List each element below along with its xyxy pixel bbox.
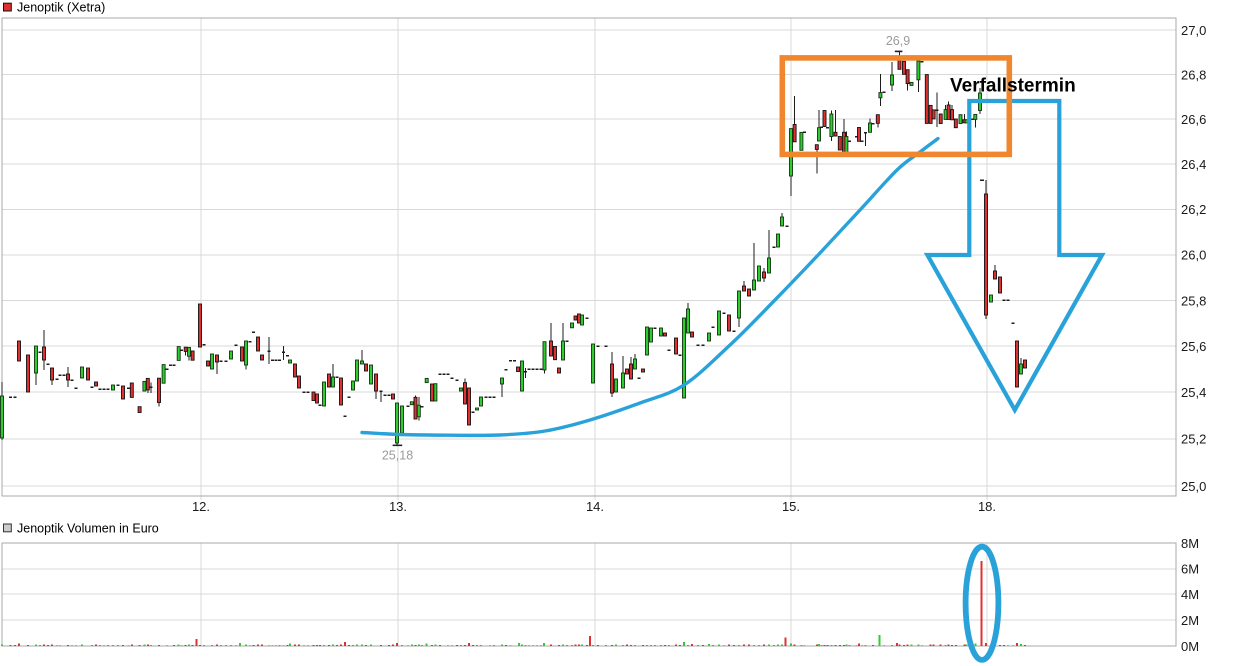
svg-text:25,6: 25,6 [1181,339,1206,354]
svg-text:26,6: 26,6 [1181,112,1206,127]
svg-text:25,4: 25,4 [1181,385,1206,400]
svg-text:0M: 0M [1181,639,1199,654]
svg-text:25,18: 25,18 [382,449,413,463]
svg-text:Jenoptik Volumen in Euro: Jenoptik Volumen in Euro [17,521,159,535]
svg-text:25,0: 25,0 [1181,479,1206,494]
svg-text:26,0: 26,0 [1181,248,1206,263]
svg-text:2M: 2M [1181,613,1199,628]
svg-text:26,2: 26,2 [1181,202,1206,217]
svg-text:26,4: 26,4 [1181,157,1206,172]
svg-text:26,9: 26,9 [886,34,910,48]
svg-text:25,8: 25,8 [1181,294,1206,309]
svg-text:6M: 6M [1181,562,1199,577]
svg-text:25,2: 25,2 [1181,432,1206,447]
svg-text:13.: 13. [389,499,407,514]
svg-text:Jenoptik (Xetra): Jenoptik (Xetra) [17,1,105,15]
svg-text:4M: 4M [1181,587,1199,602]
svg-text:14.: 14. [586,499,604,514]
svg-text:Verfallstermin: Verfallstermin [950,76,1076,97]
svg-text:8M: 8M [1181,536,1199,551]
svg-text:18.: 18. [978,499,996,514]
svg-text:15.: 15. [782,499,800,514]
svg-text:12.: 12. [192,499,210,514]
svg-text:27,0: 27,0 [1181,23,1206,38]
svg-text:26,8: 26,8 [1181,68,1206,83]
